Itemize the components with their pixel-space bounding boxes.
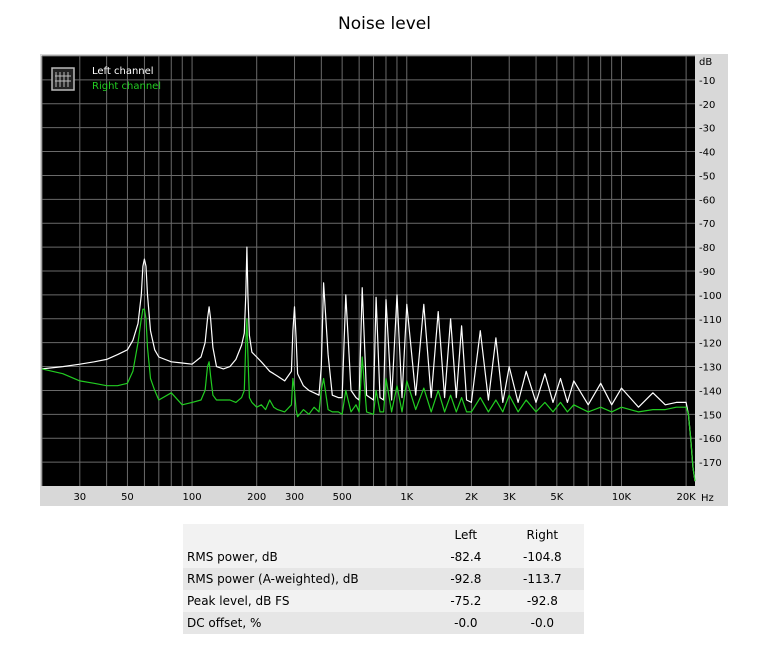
y-tick-label: -80 xyxy=(699,243,715,254)
stats-row-left: -0.0 xyxy=(454,616,478,630)
stats-row-label: RMS power, dB xyxy=(187,550,278,564)
chart-title: Noise level xyxy=(338,14,431,34)
legend-icon xyxy=(51,67,75,91)
x-tick-label: 20K xyxy=(676,492,696,503)
x-tick-label: 10K xyxy=(612,492,632,503)
y-tick-label: -150 xyxy=(699,410,722,421)
y-tick-label: -50 xyxy=(699,171,715,182)
y-tick-label: -60 xyxy=(699,195,715,206)
spectrum-chart: dB -10 -20 -30 -40 -50 -60 -70 -80 -90 -100 -110 -12… xyxy=(41,55,722,504)
y-tick-label: -100 xyxy=(699,291,722,302)
y-tick-label: -30 xyxy=(699,124,715,135)
series-line-right xyxy=(41,308,696,482)
stats-row-right: -92.8 xyxy=(526,594,558,608)
stats-row: DC offset, % -0.0 -0.0 xyxy=(183,612,584,634)
stats-header-left: Left xyxy=(454,528,478,542)
y-axis: dB -10 -20 -30 -40 -50 -60 -70 -80 -90 -100 -110 -12… xyxy=(699,57,722,469)
y-tick-label: dB xyxy=(699,57,712,68)
x-tick-label: 300 xyxy=(285,492,304,503)
grid xyxy=(41,55,695,486)
x-tick-label: 2K xyxy=(465,492,478,503)
stats-row: RMS power, dB -82.4 -104.8 xyxy=(183,546,584,568)
stats-row-left: -92.8 xyxy=(450,572,482,586)
legend-entry-left: Left channel xyxy=(92,66,154,77)
series-layer xyxy=(41,246,696,482)
legend-icon-grid xyxy=(55,72,71,87)
x-tick-label: 5K xyxy=(550,492,563,503)
stats-header-row: Left Right xyxy=(183,524,584,546)
stats-row-right: -104.8 xyxy=(523,550,562,564)
y-tick-label: -40 xyxy=(699,148,715,159)
stats-row-left: -82.4 xyxy=(450,550,482,564)
stats-row-right: -0.0 xyxy=(530,616,555,630)
stats-row-label: Peak level, dB FS xyxy=(187,594,290,608)
x-tick-label: 3K xyxy=(503,492,516,503)
y-tick-label: -110 xyxy=(699,315,722,326)
y-tick-label: -20 xyxy=(699,100,715,111)
y-tick-label: -10 xyxy=(699,76,715,87)
y-tick-label: -140 xyxy=(699,386,722,397)
legend: Left channel Right channel xyxy=(51,66,161,92)
x-tick-label: 1K xyxy=(400,492,413,503)
stats-row-right: -113.7 xyxy=(523,572,562,586)
stats-row: RMS power (A-weighted), dB -92.8 -113.7 xyxy=(183,568,584,590)
x-axis-unit-label: Hz xyxy=(701,493,714,504)
stats-row: Peak level, dB FS -75.2 -92.8 xyxy=(183,590,584,612)
x-tick-label: 200 xyxy=(247,492,266,503)
y-tick-label: -90 xyxy=(699,267,715,278)
y-tick-label: -120 xyxy=(699,339,722,350)
x-tick-label: 500 xyxy=(333,492,352,503)
x-tick-label: 30 xyxy=(73,492,86,503)
y-tick-label: -70 xyxy=(699,219,715,230)
stats-row-label: DC offset, % xyxy=(187,616,262,630)
legend-entry-right: Right channel xyxy=(92,81,161,92)
stats-row-label: RMS power (A-weighted), dB xyxy=(187,572,359,586)
stats-header-right: Right xyxy=(526,528,559,542)
y-tick-label: -130 xyxy=(699,363,722,374)
stats-header-label xyxy=(183,524,431,546)
x-tick-label: 50 xyxy=(121,492,134,503)
x-axis: 30 50 100 200 300 500 1K 2K 3K 5K 10K 20K Hz xyxy=(73,492,713,504)
stats-table: Left Right RMS power, dB -82.4 -104.8 RM… xyxy=(183,524,584,634)
series-line-left xyxy=(41,246,696,482)
x-tick-label: 100 xyxy=(183,492,202,503)
y-tick-label: -160 xyxy=(699,434,722,445)
y-tick-label: -170 xyxy=(699,458,722,469)
stats-row-left: -75.2 xyxy=(450,594,482,608)
